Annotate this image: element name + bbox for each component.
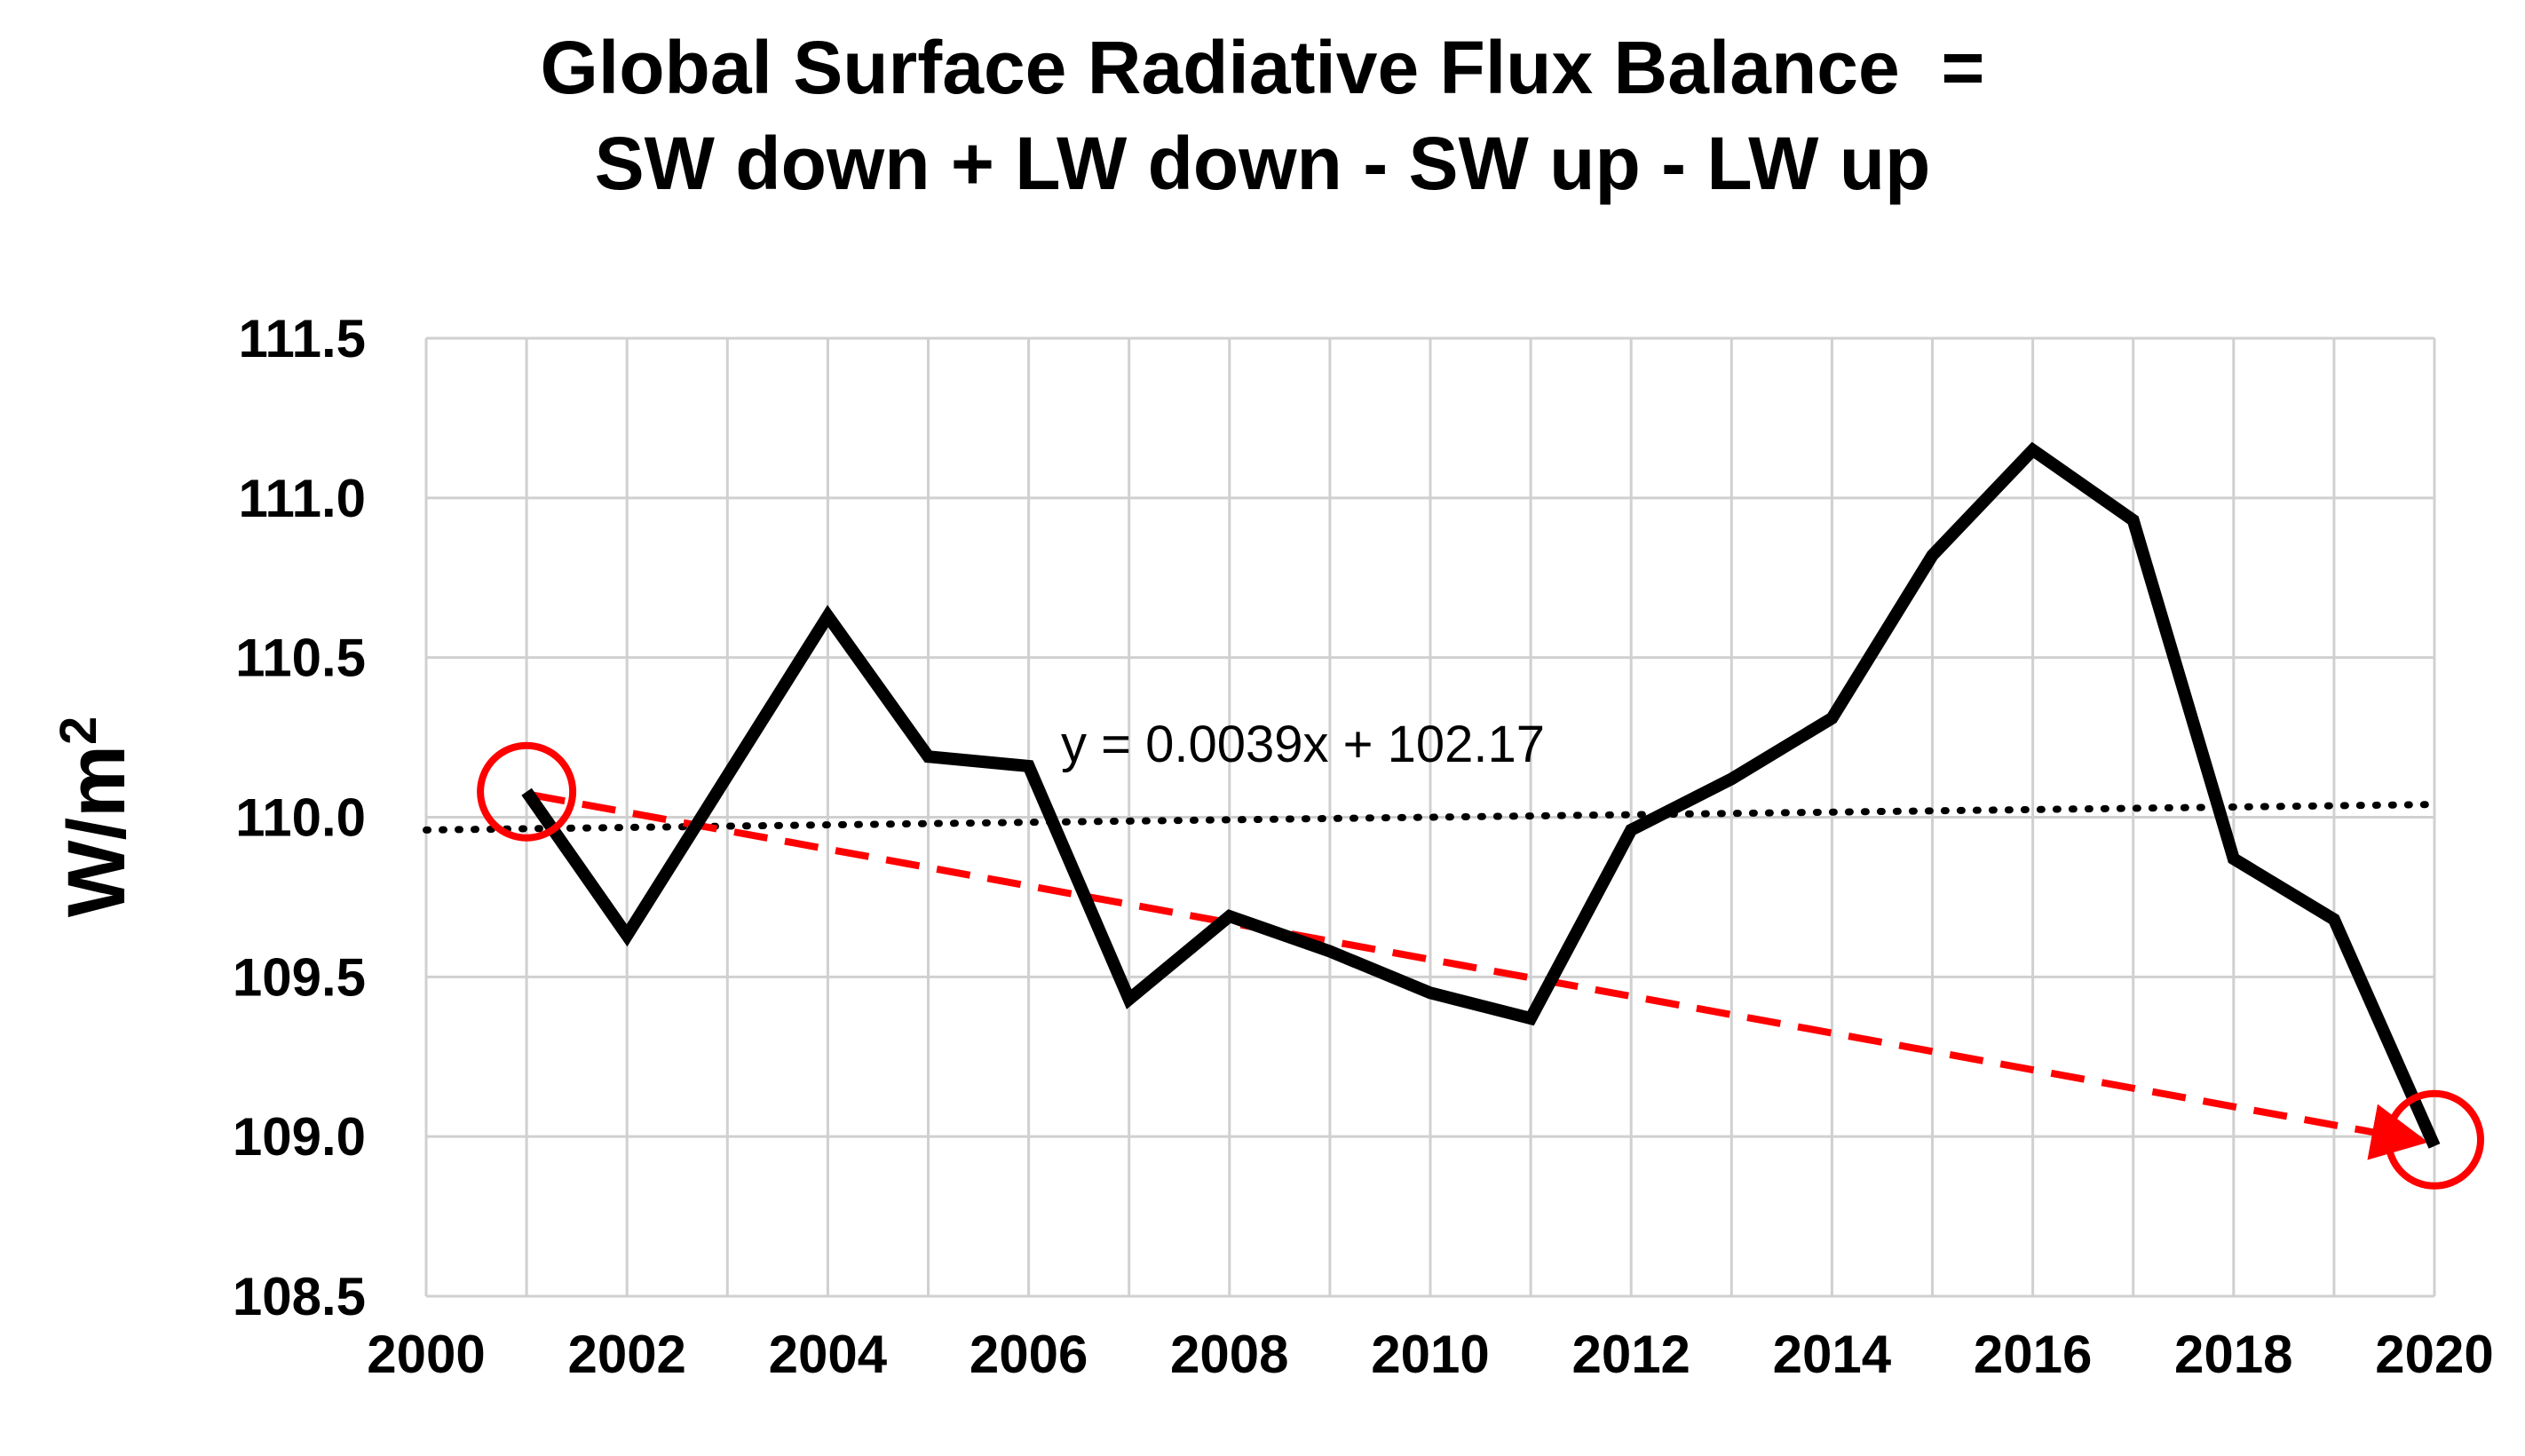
red-circles-group: [477, 741, 2484, 1190]
y-tick-label: 111.0: [238, 469, 366, 528]
x-tick-label: 2006: [970, 1325, 1088, 1384]
x-tick-label: 2004: [769, 1325, 888, 1384]
x-tick-label: 2012: [1571, 1325, 1690, 1384]
red-dashed-arrow: [531, 791, 2429, 1160]
tick-labels: 108.5 109.0 109.5 110.0 110.5 111.0 111.5 2000 2…: [233, 309, 2494, 1384]
series-group: [521, 441, 2441, 1149]
chart-title: Global Surface Radiative Flux Balance = …: [0, 20, 2525, 211]
red-arrow-group: [531, 791, 2429, 1160]
y-tick-label: 109.5: [233, 947, 366, 1007]
chart-title-line-1: Global Surface Radiative Flux Balance =: [540, 26, 1985, 109]
y-tick-label: 110.0: [235, 788, 366, 848]
x-tick-label: 2020: [2375, 1325, 2493, 1384]
y-tick-label: 108.5: [233, 1267, 366, 1326]
y-axis-label-superscript: 2: [50, 716, 107, 745]
x-tick-label: 2008: [1170, 1325, 1288, 1384]
x-tick-label: 2010: [1371, 1325, 1489, 1384]
trendline-group: [423, 801, 2438, 834]
series-line: [521, 441, 2441, 1149]
y-tick-label: 109.0: [233, 1107, 366, 1167]
red-highlight-circle: [2385, 1089, 2484, 1190]
red-highlight-circle: [477, 741, 577, 842]
y-axis-label: W/m2: [50, 716, 143, 917]
chart-title-line-2: SW down + LW down - SW up - LW up: [594, 122, 1931, 205]
x-tick-label: 2002: [567, 1325, 685, 1384]
y-tick-label: 111.5: [238, 309, 366, 368]
y-tick-label: 110.5: [235, 629, 366, 688]
trendline-equation: y = 0.0039x + 102.17: [1061, 716, 1545, 773]
y-axis-label-group: W/m2: [50, 716, 143, 917]
x-tick-label: 2018: [2174, 1325, 2292, 1384]
x-tick-label: 2014: [1773, 1325, 1892, 1384]
y-axis-label-text: W/m: [51, 745, 142, 917]
x-tick-label: 2016: [1974, 1325, 2092, 1384]
x-tick-label: 2000: [367, 1325, 485, 1384]
trendline: [423, 801, 2438, 834]
